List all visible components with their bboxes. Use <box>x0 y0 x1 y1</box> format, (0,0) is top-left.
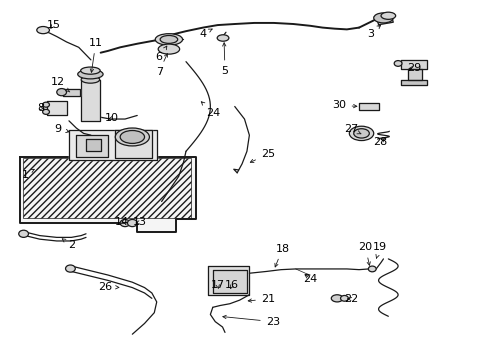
Text: 3: 3 <box>366 25 380 39</box>
Ellipse shape <box>348 126 373 140</box>
Ellipse shape <box>19 230 28 237</box>
Polygon shape <box>20 157 195 232</box>
Polygon shape <box>400 60 427 69</box>
Ellipse shape <box>42 109 49 114</box>
Text: 10: 10 <box>104 113 119 123</box>
Text: 24: 24 <box>201 102 220 118</box>
Ellipse shape <box>81 76 100 83</box>
Text: 12: 12 <box>51 77 70 92</box>
Ellipse shape <box>37 27 49 34</box>
Ellipse shape <box>57 89 66 96</box>
Ellipse shape <box>217 35 228 41</box>
Ellipse shape <box>120 220 130 226</box>
Ellipse shape <box>127 220 137 226</box>
Text: 4: 4 <box>199 29 212 39</box>
Text: 25: 25 <box>250 149 274 162</box>
Text: 2: 2 <box>62 239 75 250</box>
Polygon shape <box>63 89 80 96</box>
Text: 18: 18 <box>274 244 289 267</box>
Text: 1: 1 <box>21 169 34 180</box>
Polygon shape <box>375 13 392 25</box>
Ellipse shape <box>367 266 375 272</box>
Polygon shape <box>86 139 101 151</box>
Polygon shape <box>76 135 108 157</box>
Text: 20: 20 <box>358 242 372 265</box>
Ellipse shape <box>373 13 392 23</box>
Ellipse shape <box>353 129 368 138</box>
Ellipse shape <box>42 102 49 107</box>
Polygon shape <box>407 69 422 80</box>
Polygon shape <box>81 80 100 121</box>
Polygon shape <box>69 130 157 160</box>
Text: 16: 16 <box>225 280 239 290</box>
Text: 27: 27 <box>343 124 360 134</box>
Text: 13: 13 <box>132 217 146 227</box>
Text: 30: 30 <box>332 100 356 111</box>
Text: 15: 15 <box>46 20 60 30</box>
Polygon shape <box>115 130 152 158</box>
Ellipse shape <box>330 295 342 302</box>
Text: 5: 5 <box>221 43 228 76</box>
Text: 23: 23 <box>223 315 279 327</box>
Text: 7: 7 <box>155 54 167 77</box>
Ellipse shape <box>115 128 149 146</box>
Ellipse shape <box>393 60 401 66</box>
Text: 8: 8 <box>37 103 44 113</box>
Text: 14: 14 <box>114 217 128 227</box>
Ellipse shape <box>81 67 100 74</box>
Ellipse shape <box>158 44 179 54</box>
Polygon shape <box>400 80 427 85</box>
Ellipse shape <box>78 69 103 79</box>
Polygon shape <box>207 266 249 295</box>
Polygon shape <box>212 270 246 293</box>
Ellipse shape <box>65 265 75 272</box>
Text: 29: 29 <box>406 63 421 73</box>
Text: 17: 17 <box>210 280 224 290</box>
Text: 24: 24 <box>303 274 317 284</box>
Ellipse shape <box>120 131 144 143</box>
Polygon shape <box>358 103 378 110</box>
Text: 6: 6 <box>155 46 166 62</box>
Text: 26: 26 <box>98 282 119 292</box>
Ellipse shape <box>340 296 347 301</box>
Text: 19: 19 <box>372 242 386 258</box>
Polygon shape <box>47 101 66 116</box>
Bar <box>22 158 190 218</box>
Ellipse shape <box>380 12 395 19</box>
Text: 21: 21 <box>248 294 274 304</box>
Text: 22: 22 <box>343 294 357 304</box>
Text: 28: 28 <box>372 138 386 147</box>
Text: 9: 9 <box>55 124 69 134</box>
Text: 11: 11 <box>89 38 102 72</box>
Ellipse shape <box>160 36 177 43</box>
Ellipse shape <box>155 34 182 45</box>
